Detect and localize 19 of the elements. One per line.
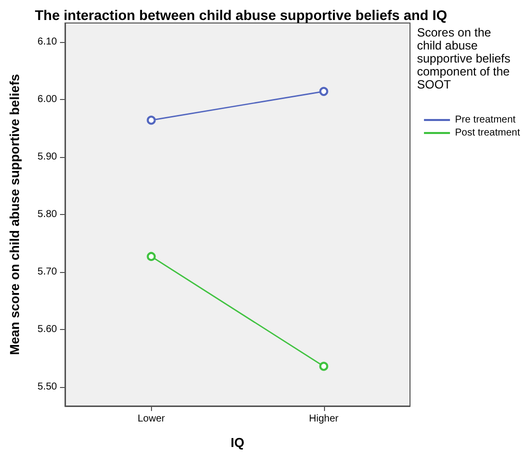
y-tick-label: 5.80 — [38, 209, 58, 220]
point — [146, 252, 156, 261]
y-tick-label: 5.60 — [38, 324, 58, 336]
x-axis-title: IQ — [230, 435, 244, 450]
y-tick-label: 5.90 — [38, 151, 58, 162]
y-tick-label: 5.70 — [38, 266, 58, 278]
y-tick-label: 6.00 — [38, 94, 58, 105]
legend-label: Post treatment — [454, 128, 520, 138]
x-tick-label: Lower — [138, 414, 166, 424]
chart-title: The interaction between child abuse supportive beliefs and IQ — [34, 7, 448, 23]
point — [146, 116, 156, 125]
point — [319, 86, 328, 96]
y-axis-title: Mean score on child abuse supportive beliefs — [7, 74, 22, 356]
legend-title: Scores on the child abuse supportive beliefs component of the SOOT — [417, 26, 514, 92]
y-tick-label: 6.10 — [38, 36, 58, 48]
legend-label: Pre treatment — [454, 114, 516, 126]
x-tick-label: Higher — [309, 414, 340, 424]
point — [319, 362, 328, 371]
y-tick-label: 5.50 — [38, 382, 58, 393]
